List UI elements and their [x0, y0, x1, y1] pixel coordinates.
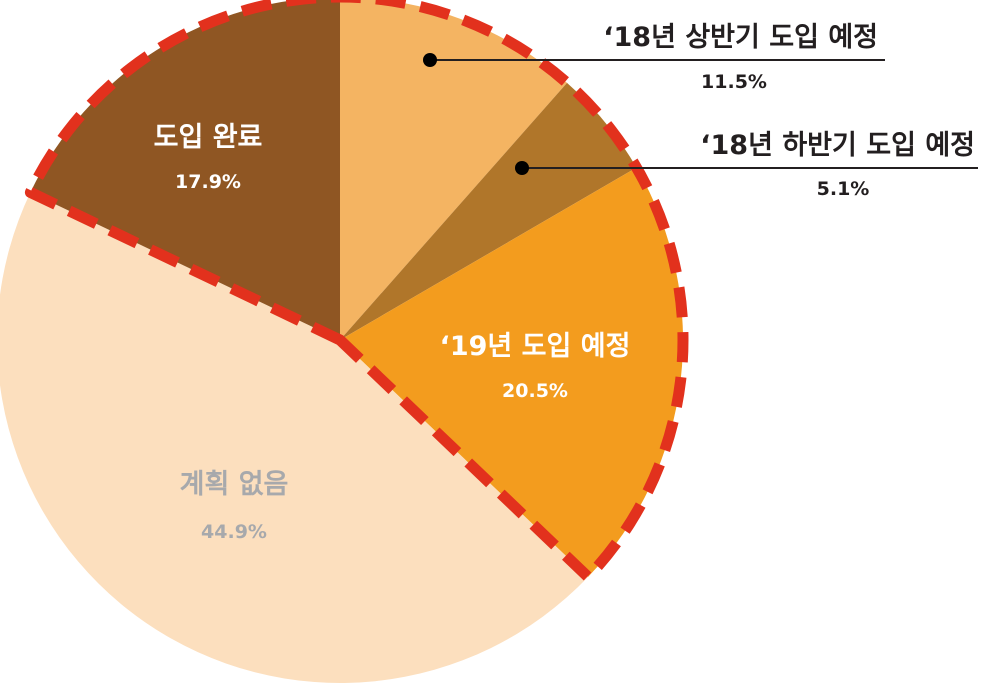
- pie-slice-5: [30, 0, 340, 340]
- callout-dot: [515, 161, 529, 175]
- slice-label-도입-완료: 도입 완료: [154, 122, 263, 153]
- callout-dot: [423, 53, 437, 67]
- slice-value-도입-완료: 17.9%: [175, 171, 241, 193]
- slice-label-계획-없음: 계획 없음: [180, 469, 289, 500]
- pie-slice-4: [0, 192, 588, 684]
- callout-value-18년-상반기-도입-예정: 11.5%: [701, 71, 767, 93]
- pie-slices: [0, 0, 684, 684]
- slice-value-계획-없음: 44.9%: [201, 521, 267, 543]
- slice-value-19년-도입-예정: 20.5%: [502, 380, 568, 402]
- slice-labels: ‘19년 도입 예정 20.5% 계획 없음 44.9% 도입 완료 17.9%: [154, 122, 631, 543]
- pie-slice-2: [340, 82, 637, 340]
- slice-label-19년-도입-예정: ‘19년 도입 예정: [440, 331, 631, 362]
- pie-slice-3: [340, 167, 684, 577]
- callout-label-18년-하반기-도입-예정: ‘18년 하반기 도입 예정: [700, 130, 975, 161]
- callout-label-18년-상반기-도입-예정: ‘18년 상반기 도입 예정: [603, 22, 878, 53]
- callout-value-18년-하반기-도입-예정: 5.1%: [817, 178, 870, 200]
- highlight-outline: [24, 0, 689, 583]
- slice-callouts: ‘18년 상반기 도입 예정 11.5% ‘18년 하반기 도입 예정 5.1%: [423, 22, 978, 200]
- pie-slice-1: [340, 0, 568, 340]
- highlight-dashed-border: [24, 0, 689, 583]
